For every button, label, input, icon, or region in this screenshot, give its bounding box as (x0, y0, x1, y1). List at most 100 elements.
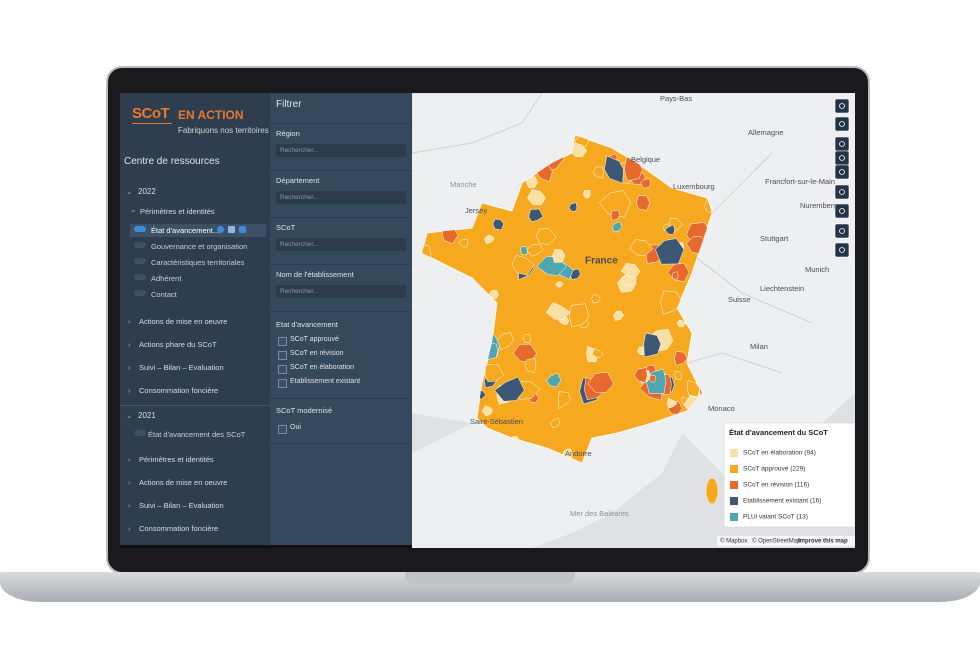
territory[interactable] (649, 374, 656, 383)
checkbox-label[interactable]: SCoT en élaboration (290, 364, 355, 371)
territory[interactable] (488, 289, 499, 300)
layer-action-icon[interactable] (239, 226, 246, 233)
territory[interactable] (592, 166, 604, 179)
layer-toggle[interactable] (134, 258, 146, 264)
territory[interactable] (643, 332, 662, 358)
territory[interactable] (528, 208, 544, 222)
territory[interactable] (671, 271, 679, 280)
territory[interactable] (525, 176, 538, 188)
territory[interactable] (591, 294, 601, 304)
map-control[interactable] (834, 223, 850, 239)
territory[interactable] (484, 364, 505, 382)
territory[interactable] (569, 303, 590, 328)
territory[interactable] (629, 239, 654, 256)
territory[interactable] (674, 370, 683, 380)
layer-toggle[interactable] (134, 274, 146, 280)
checkbox[interactable] (278, 337, 287, 346)
checkbox-label[interactable]: Oui (290, 424, 301, 431)
territory[interactable] (666, 397, 678, 409)
layer-toggle[interactable] (134, 430, 146, 436)
checkbox-label[interactable]: Etablissement existant (290, 378, 361, 385)
territory[interactable] (568, 202, 578, 212)
map-control[interactable] (834, 150, 850, 166)
group-header[interactable]: Actions de mise en oeuvre (139, 478, 228, 487)
territory[interactable] (522, 334, 531, 344)
territory[interactable] (674, 351, 688, 366)
map-control[interactable] (834, 116, 850, 132)
layer-label[interactable]: Gouvernance et organisation (151, 242, 248, 251)
map-control[interactable] (834, 242, 850, 258)
territory[interactable] (496, 332, 514, 351)
checkbox[interactable] (278, 379, 287, 388)
map-control[interactable] (834, 136, 850, 152)
search-input[interactable]: Rechercher... (276, 285, 406, 298)
territory[interactable] (549, 418, 561, 429)
layer-toggle[interactable] (134, 242, 146, 248)
map-control[interactable] (834, 98, 850, 114)
territory[interactable] (554, 281, 564, 288)
group-header[interactable]: Actions phare du SCoT (139, 340, 217, 349)
territory[interactable] (686, 380, 701, 397)
checkbox[interactable] (278, 425, 287, 434)
checkbox[interactable] (278, 365, 287, 374)
territory[interactable] (536, 228, 557, 246)
layer-label[interactable]: Caractéristiques territoriales (151, 258, 245, 267)
territory[interactable] (620, 263, 641, 279)
territory[interactable] (492, 218, 504, 231)
layer-toggle[interactable] (134, 290, 146, 296)
layer-toggle[interactable] (134, 226, 146, 232)
territory[interactable] (660, 290, 683, 315)
layer-label[interactable]: État d'avancement des SCoT (148, 430, 246, 439)
checkbox[interactable] (278, 351, 287, 360)
year-header[interactable]: 2022 (138, 187, 156, 196)
territory[interactable] (664, 224, 676, 235)
territory[interactable] (545, 302, 572, 320)
territory[interactable] (676, 319, 687, 328)
territory[interactable] (546, 372, 562, 388)
territory[interactable] (483, 235, 495, 245)
group-header[interactable]: Actions de mise en oeuvre (139, 317, 228, 326)
territory[interactable] (613, 310, 624, 321)
territory[interactable] (558, 391, 572, 409)
layer-label[interactable]: État d'avancement... (151, 226, 220, 235)
territory[interactable] (610, 210, 621, 221)
layer-action-icon[interactable] (228, 226, 235, 233)
territory[interactable] (587, 371, 615, 393)
search-input[interactable]: Rechercher... (276, 191, 406, 204)
territory[interactable] (494, 376, 525, 402)
territory[interactable] (583, 190, 591, 199)
territory[interactable] (511, 255, 535, 276)
group-header[interactable]: Consommation foncière (139, 524, 219, 533)
checkbox-label[interactable]: SCoT en révision (290, 350, 344, 357)
year-header[interactable]: 2021 (138, 411, 156, 420)
territory[interactable] (458, 238, 469, 248)
territory[interactable] (611, 221, 623, 233)
map-control[interactable] (834, 164, 850, 180)
search-input[interactable]: Rechercher... (276, 144, 406, 157)
map-control[interactable] (834, 203, 850, 219)
territory[interactable] (527, 189, 547, 206)
layer-action-icon[interactable] (217, 226, 224, 233)
territory[interactable] (604, 155, 624, 184)
logo-scot[interactable]: SCoT (132, 105, 170, 122)
territory[interactable] (598, 190, 632, 218)
checkbox-label[interactable]: SCoT approuvé (290, 336, 339, 343)
group-header[interactable]: Suivi – Bilan – Evaluation (139, 501, 224, 510)
territory[interactable] (636, 195, 651, 211)
map[interactable]: Pays-Bas Allemagne Belgique Manche Jersey Lux… (411, 93, 855, 548)
territory[interactable] (634, 367, 648, 383)
group-header[interactable]: Périmètres et identités (139, 455, 214, 464)
territory[interactable] (520, 245, 528, 256)
layer-label[interactable]: Contact (151, 290, 177, 299)
group-header[interactable]: Suivi – Bilan – Evaluation (139, 363, 224, 372)
attribution[interactable]: Improve this map (798, 539, 848, 545)
group-header[interactable]: Consommation foncière (139, 386, 219, 395)
territory[interactable] (591, 348, 604, 358)
layer-label[interactable]: Adhérent (151, 274, 182, 283)
logo-action[interactable]: EN ACTION (178, 108, 244, 122)
group-header[interactable]: Périmètres et identités (140, 207, 215, 216)
map-canvas[interactable]: Pays-Bas Allemagne Belgique Manche Jersey Lux… (411, 93, 855, 548)
map-control[interactable] (834, 184, 850, 200)
territory[interactable] (552, 249, 566, 263)
territory[interactable] (655, 238, 685, 265)
